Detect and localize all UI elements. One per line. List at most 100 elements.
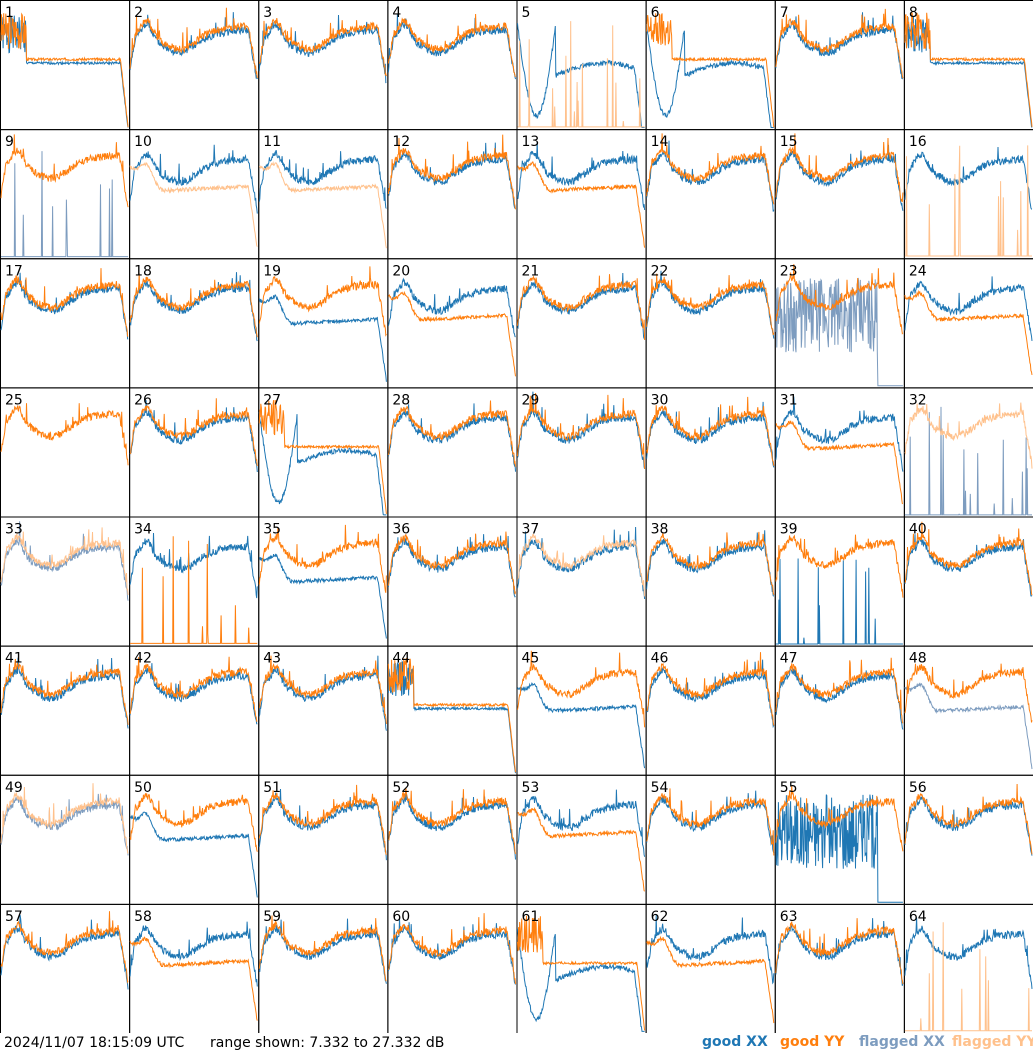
series-yy-panel-3 [258, 18, 387, 77]
series-xx-panel-41 [0, 657, 129, 729]
panel-34: 34 [129, 516, 260, 647]
panel-15: 15 [774, 129, 905, 260]
timestamp: 2024/11/07 18:15:09 UTC [4, 1035, 185, 1051]
panel-label: 50 [134, 780, 152, 796]
panel-59: 59 [258, 903, 389, 1033]
series-yy-panel-54 [646, 788, 775, 856]
panel-label: 18 [134, 263, 152, 279]
series-yy-panel-18 [129, 273, 258, 338]
panel-61: 61 [516, 903, 647, 1033]
series-xx-panel-55 [775, 794, 903, 903]
series-yy-panel-34 [130, 536, 258, 644]
panel-label: 3 [263, 5, 272, 21]
series-yy-panel-22 [646, 273, 775, 336]
panel-11: 11 [258, 129, 389, 260]
series-xx-panel-30 [646, 401, 775, 468]
series-xx-panel-15 [775, 144, 904, 211]
panel-label: 59 [263, 909, 281, 925]
series-yy-panel-12 [387, 134, 516, 210]
panel-label: 35 [263, 522, 281, 538]
series-xx-panel-14 [646, 140, 775, 212]
series-yy-panel-48 [904, 663, 1033, 723]
panel-23: 23 [774, 258, 905, 389]
legend-flagged-xx: flagged XX [859, 1034, 945, 1050]
panel-55: 55 [774, 774, 905, 905]
series-xx-panel-44 [387, 659, 516, 774]
panel-label: 56 [909, 780, 927, 796]
series-yy-panel-41 [0, 659, 129, 725]
series-yy-panel-2 [129, 7, 258, 79]
series-xx-panel-54 [646, 790, 775, 853]
series-yy-panel-45 [517, 650, 646, 728]
panel-58: 58 [129, 903, 260, 1033]
legend-flagged-yy: flagged YY [952, 1034, 1033, 1050]
series-yy-panel-39 [775, 534, 904, 598]
series-yy-panel-20 [387, 290, 516, 377]
panel-label: 15 [780, 134, 798, 150]
panel-35: 35 [258, 516, 389, 647]
series-xx-panel-47 [775, 666, 904, 730]
panel-7: 7 [774, 0, 905, 131]
panel-label: 37 [522, 522, 540, 538]
series-xx-panel-45 [517, 682, 646, 769]
series-yy-panel-7 [775, 8, 904, 79]
panel-33: 33 [0, 516, 131, 647]
range-label: range shown: 7.332 to 27.332 dB [210, 1035, 445, 1051]
panel-2: 2 [129, 0, 260, 131]
panel-label: 1 [5, 5, 14, 21]
panel-label: 9 [5, 134, 14, 150]
panel-28: 28 [387, 387, 518, 518]
panel-label: 53 [522, 780, 540, 796]
panel-19: 19 [258, 258, 389, 389]
series-yy-panel-42 [129, 656, 258, 722]
series-yy-panel-28 [387, 400, 516, 467]
panel-label: 27 [263, 392, 281, 408]
panel-label: 62 [651, 909, 669, 925]
panel-label: 54 [651, 780, 669, 796]
series-xx-panel-9 [1, 151, 129, 258]
panel-14: 14 [645, 129, 776, 260]
panel-label: 36 [392, 522, 410, 538]
panel-label: 14 [651, 134, 669, 150]
panel-label: 6 [651, 5, 660, 21]
panel-31: 31 [774, 387, 905, 518]
panel-label: 31 [780, 392, 798, 408]
series-yy-panel-57 [0, 911, 129, 984]
series-yy-panel-37 [517, 533, 646, 597]
series-xx-panel-4 [387, 14, 516, 80]
series-yy-panel-23 [775, 264, 904, 335]
panel-54: 54 [645, 774, 776, 905]
panel-38: 38 [645, 516, 776, 647]
series-xx-panel-24 [904, 276, 1033, 341]
series-yy-panel-49 [0, 783, 129, 854]
panel-frame [0, 0, 131, 131]
series-xx-panel-62 [646, 914, 775, 985]
panel-label: 28 [392, 392, 410, 408]
panel-label: 49 [5, 780, 23, 796]
series-xx-panel-32 [904, 406, 1032, 516]
panel-label: 2 [134, 5, 143, 21]
panel-label: 26 [134, 392, 152, 408]
panel-label: 16 [909, 134, 927, 150]
series-xx-panel-31 [775, 396, 904, 472]
panel-label: 22 [651, 263, 669, 279]
panel-frame [903, 903, 1033, 1033]
series-xx-panel-34 [129, 532, 258, 599]
series-yy-panel-63 [775, 918, 904, 985]
panel-label: 45 [522, 651, 540, 667]
panel-63: 63 [774, 903, 905, 1033]
panel-20: 20 [387, 258, 518, 389]
panel-62: 62 [645, 903, 776, 1033]
panel-label: 4 [392, 5, 401, 21]
series-xx-panel-1 [0, 15, 129, 128]
series-yy-panel-9 [0, 134, 129, 208]
series-xx-panel-11 [258, 150, 387, 209]
series-yy-panel-8 [904, 11, 1033, 127]
panel-43: 43 [258, 645, 389, 776]
panel-52: 52 [387, 774, 518, 905]
panel-5: 5 [516, 0, 647, 131]
series-yy-panel-35 [258, 524, 387, 593]
panel-label: 52 [392, 780, 410, 796]
series-yy-panel-52 [388, 787, 516, 855]
panel-60: 60 [387, 903, 518, 1033]
